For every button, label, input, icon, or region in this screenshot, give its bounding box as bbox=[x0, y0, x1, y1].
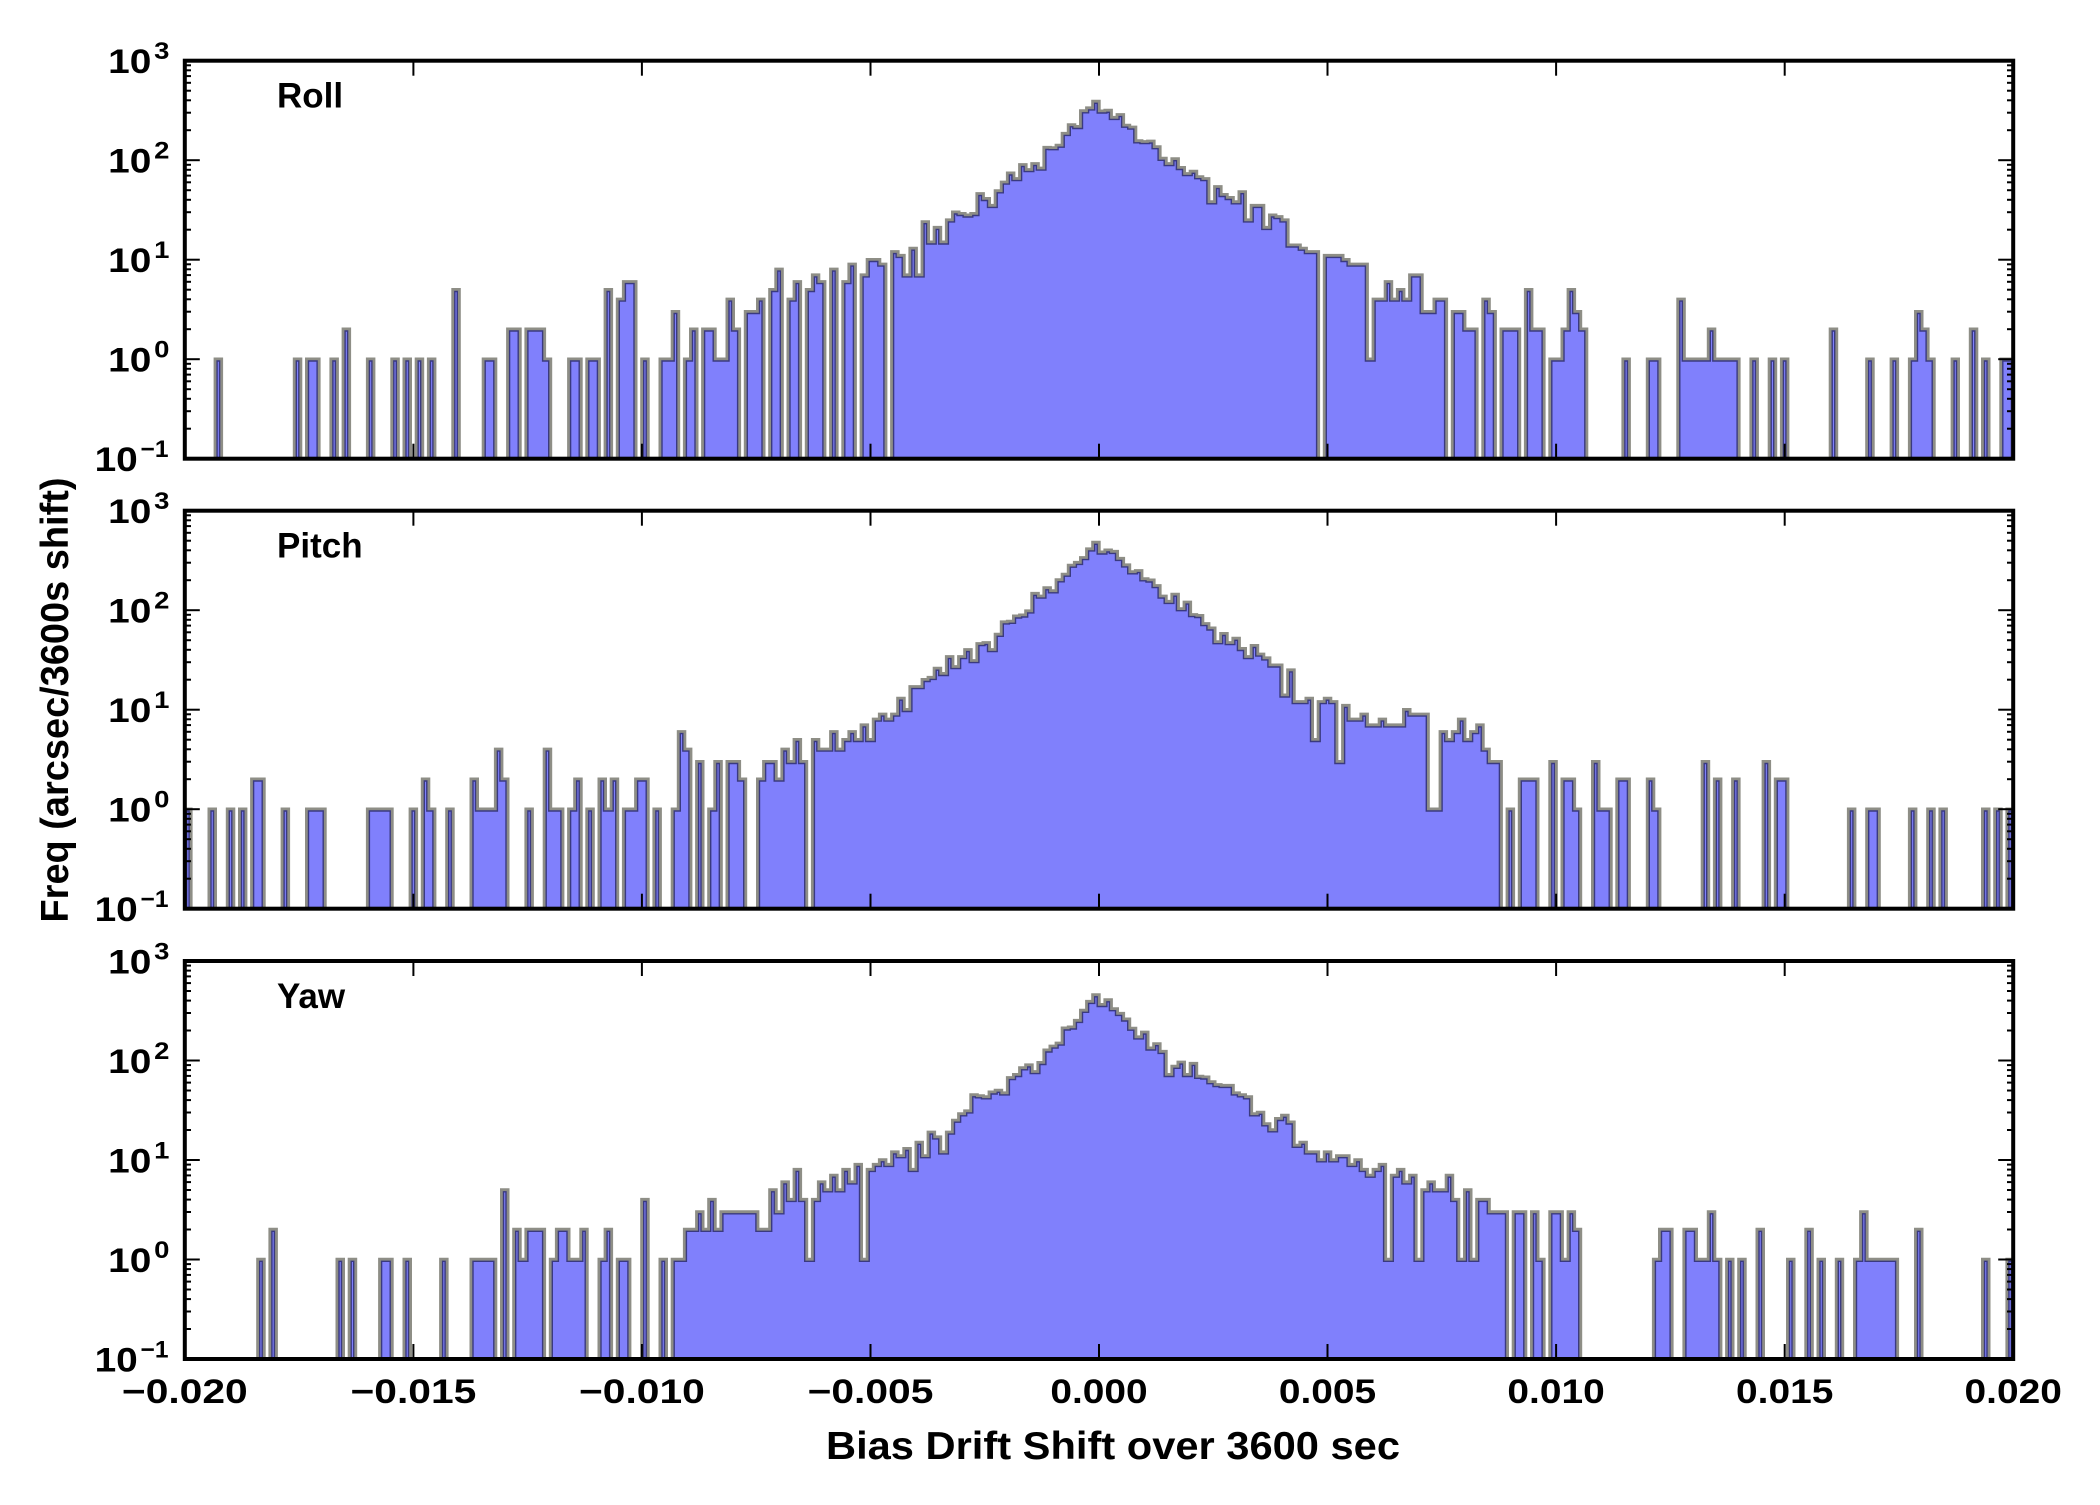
svg-text:10: 10 bbox=[108, 342, 151, 380]
svg-text:10: 10 bbox=[108, 1043, 151, 1081]
svg-text:−0.010: −0.010 bbox=[579, 1373, 705, 1411]
svg-text:−0.015: −0.015 bbox=[351, 1373, 477, 1411]
svg-text:10: 10 bbox=[108, 1242, 151, 1280]
svg-text:−1: −1 bbox=[141, 1336, 169, 1363]
svg-text:0: 0 bbox=[154, 787, 169, 814]
svg-text:Bias Drift Shift over 3600 sec: Bias Drift Shift over 3600 sec bbox=[826, 1425, 1400, 1468]
svg-text:10: 10 bbox=[108, 143, 151, 181]
svg-text:0.000: 0.000 bbox=[1050, 1373, 1147, 1411]
svg-text:3: 3 bbox=[154, 938, 169, 965]
svg-text:2: 2 bbox=[154, 138, 169, 165]
svg-text:10: 10 bbox=[108, 1142, 151, 1180]
svg-text:0: 0 bbox=[154, 1237, 169, 1264]
svg-text:Pitch: Pitch bbox=[277, 527, 363, 566]
svg-text:10: 10 bbox=[108, 242, 151, 280]
svg-text:−1: −1 bbox=[141, 436, 169, 463]
svg-text:Yaw: Yaw bbox=[277, 977, 346, 1016]
svg-text:10: 10 bbox=[108, 493, 151, 531]
svg-text:10: 10 bbox=[108, 943, 151, 981]
svg-text:Roll: Roll bbox=[277, 77, 343, 116]
svg-text:1: 1 bbox=[154, 1137, 169, 1164]
svg-text:10: 10 bbox=[95, 441, 138, 479]
svg-text:10: 10 bbox=[108, 792, 151, 830]
svg-text:2: 2 bbox=[154, 1038, 169, 1065]
svg-text:3: 3 bbox=[154, 38, 169, 65]
svg-text:1: 1 bbox=[154, 687, 169, 714]
svg-text:0.020: 0.020 bbox=[1965, 1373, 2062, 1411]
svg-text:1: 1 bbox=[154, 237, 169, 264]
svg-text:2: 2 bbox=[154, 588, 169, 615]
svg-text:10: 10 bbox=[108, 593, 151, 631]
svg-text:10: 10 bbox=[95, 1341, 138, 1379]
svg-text:−0.005: −0.005 bbox=[808, 1373, 934, 1411]
svg-text:0.005: 0.005 bbox=[1279, 1373, 1376, 1411]
svg-text:10: 10 bbox=[108, 43, 151, 81]
svg-text:0.015: 0.015 bbox=[1736, 1373, 1833, 1411]
svg-text:3: 3 bbox=[154, 488, 169, 515]
svg-text:0: 0 bbox=[154, 337, 169, 364]
svg-text:10: 10 bbox=[95, 891, 138, 929]
svg-text:−1: −1 bbox=[141, 886, 169, 913]
svg-text:10: 10 bbox=[108, 692, 151, 730]
svg-text:−0.020: −0.020 bbox=[122, 1373, 248, 1411]
svg-text:0.010: 0.010 bbox=[1507, 1373, 1604, 1411]
svg-text:Freq (arcsec/3600s shift): Freq (arcsec/3600s shift) bbox=[34, 478, 77, 923]
